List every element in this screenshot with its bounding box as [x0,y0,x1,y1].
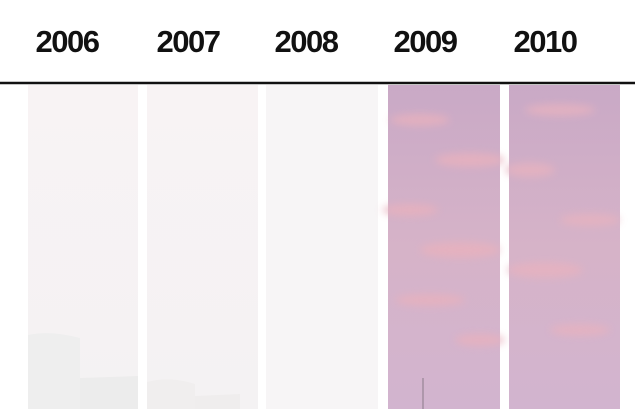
year-label: 2008 [275,24,339,59]
photo-strip [505,85,620,409]
year-label: 2007 [157,24,220,59]
year-label: 2010 [514,24,577,59]
timeline: 2006 2007 2008 2009 2010 [0,0,635,409]
year-label: 2006 [36,24,100,59]
photo-strip [266,85,378,409]
photo-strip [382,85,505,409]
year-label: 2009 [394,24,458,59]
photo-strip [147,85,258,409]
photo-strip [28,85,138,409]
